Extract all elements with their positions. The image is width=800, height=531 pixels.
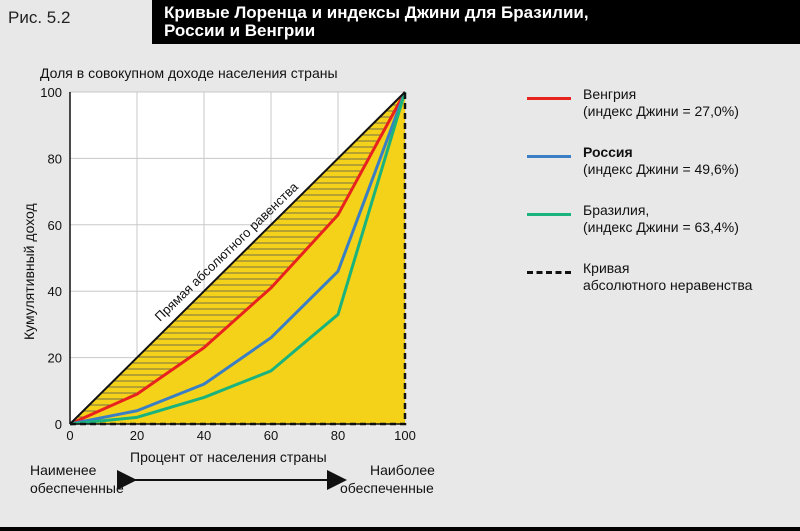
equality-line: [69, 91, 406, 425]
legend-item-hungary: Венгрия (индекс Джини = 27,0%): [527, 86, 797, 144]
legend-item-russia: Россия (индекс Джини = 49,6%): [527, 144, 797, 202]
left-arrow-label-line-2: обеспеченные: [30, 480, 124, 496]
chart-title-line-1: Кривые Лоренца и индексы Джини для Брази…: [164, 3, 589, 22]
y-tick-label: 20: [48, 351, 62, 366]
legend-swatch-russia: [527, 155, 571, 158]
x-axis-ticks: 0 20 40 60 80 100: [66, 428, 415, 443]
legend-label-russia: Россия: [583, 144, 633, 160]
series-line-hungary: [69, 91, 407, 426]
legend-item-inequality: Кривая абсолютного неравенства: [527, 260, 797, 318]
x-tick-label: 60: [264, 428, 278, 443]
legend-label-hungary: Венгрия: [583, 86, 637, 102]
legend-label-brazil: Бразилия,: [583, 202, 650, 218]
bottom-rule: [0, 527, 800, 531]
series-line-brazil: [69, 91, 407, 426]
y-tick-label: 60: [48, 218, 62, 233]
legend-note-russia: (индекс Джини = 49,6%): [583, 161, 739, 177]
legend-swatch-inequality: [527, 271, 571, 274]
y-tick-label: 40: [48, 284, 62, 299]
legend-label-inequality-line-1: Кривая: [583, 260, 630, 276]
top-label: Доля в совокупном доходе населения стран…: [40, 65, 338, 81]
legend-note-hungary: (индекс Джини = 27,0%): [583, 103, 739, 119]
x-tick-label: 40: [197, 428, 211, 443]
x-tick-label: 100: [394, 428, 416, 443]
x-tick-label: 20: [130, 428, 144, 443]
figure-label: Рис. 5.2: [0, 0, 150, 44]
legend-label-inequality-line-2: абсолютного неравенства: [583, 277, 753, 293]
y-tick-label: 100: [40, 85, 62, 100]
series-lines: [69, 91, 407, 426]
legend-note-brazil: (индекс Джини = 63,4%): [583, 219, 739, 235]
series-line-russia: [69, 91, 407, 426]
legend-swatch-hungary: [527, 97, 571, 100]
right-arrow-label-line-2: обеспеченные: [340, 480, 434, 496]
y-tick-label: 80: [48, 151, 62, 166]
y-tick-label: 0: [55, 417, 62, 432]
x-tick-label: 0: [66, 428, 73, 443]
left-arrow-label-line-1: Наименее: [30, 462, 97, 478]
x-tick-label: 80: [331, 428, 345, 443]
chart-title: Кривые Лоренца и индексы Джини для Брази…: [152, 0, 800, 44]
right-arrow-label-line-1: Наиболее: [370, 462, 435, 478]
legend: Венгрия (индекс Джини = 27,0%) Россия (и…: [527, 86, 797, 318]
legend-item-brazil: Бразилия, (индекс Джини = 63,4%): [527, 202, 797, 260]
chart-title-line-2: России и Венгрии: [164, 21, 316, 40]
x-axis-label: Процент от населения страны: [130, 449, 327, 465]
y-axis-ticks: 0 20 40 60 80 100: [40, 85, 62, 432]
y-axis-label: Кумулятивный доход: [21, 203, 37, 340]
legend-swatch-brazil: [527, 213, 571, 216]
